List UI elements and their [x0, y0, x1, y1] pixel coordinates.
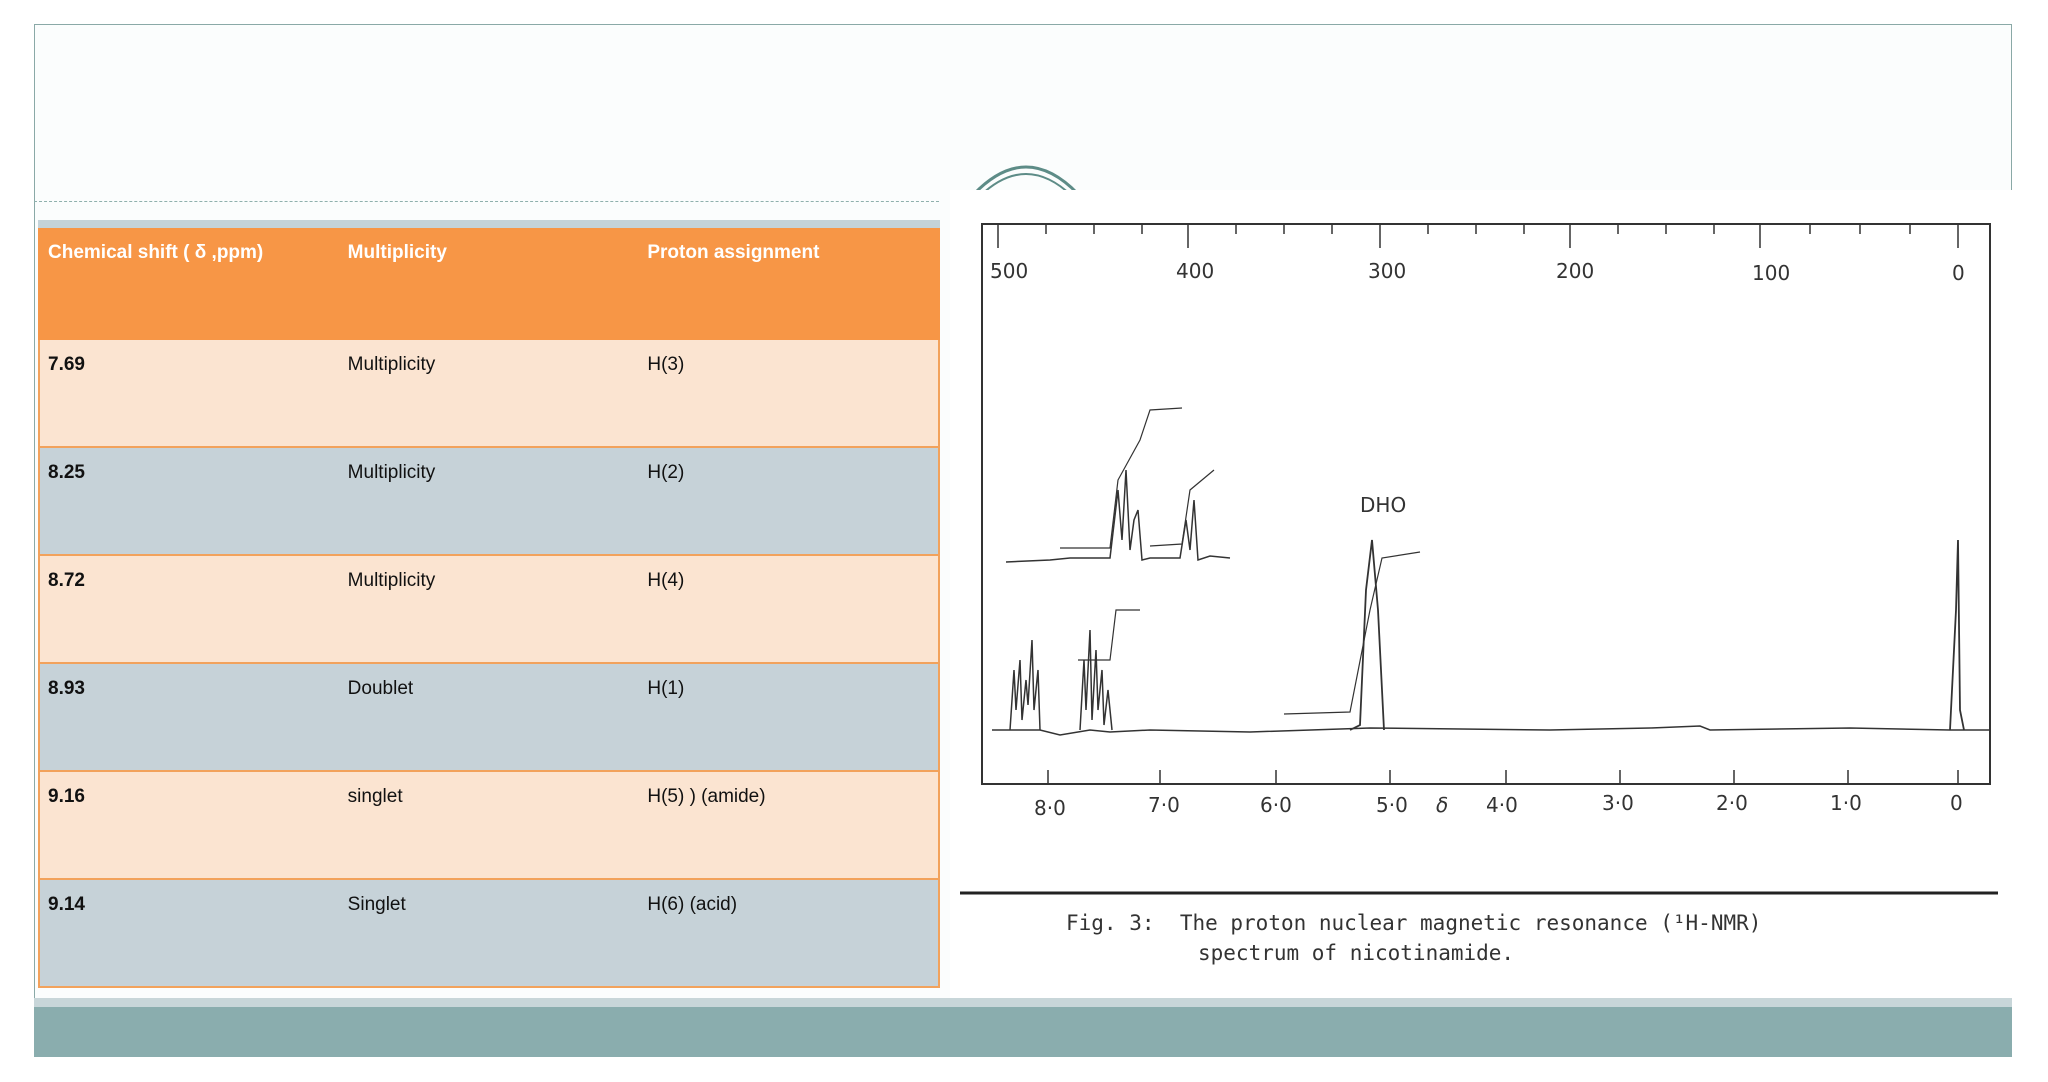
multiplicity-cell: Multiplicity [347, 462, 436, 483]
nmr-table: Chemical shift ( δ ,ppm) Multiplicity Pr… [38, 228, 940, 988]
divider-line [34, 201, 939, 202]
multiplicity-cell: Multiplicity [347, 354, 436, 375]
table-top-rule [38, 220, 940, 228]
bottom-tick-label: δ [1436, 793, 1448, 817]
assignment-cell: H(5) ) (amide) [647, 786, 766, 807]
bottom-tick-label: 0 [1950, 791, 1963, 815]
caption-line-2: spectrum of nicotinamide. [1198, 941, 1515, 965]
multiplicity-cell: singlet [347, 786, 403, 807]
header-chemical-shift: Chemical shift ( δ ,ppm) [48, 242, 264, 263]
caption-prefix: Fig. 3: [1066, 911, 1155, 935]
footer-thin-band [34, 998, 2012, 1007]
multiplicity-cell: Multiplicity [347, 570, 436, 591]
table-row: 9.16 singlet H(5) ) (amide) [38, 772, 940, 880]
table-row: 8.25 Multiplicity H(2) [38, 448, 940, 556]
top-tick-label: 500 [990, 259, 1028, 283]
caption-line-1: The proton nuclear magnetic resonance (¹… [1179, 911, 1762, 935]
nmr-spectrum-figure: 500 400 300 200 100 0 8·0 7·0 6·0 5·0 δ … [950, 190, 2012, 998]
table-row: 9.14 Singlet H(6) (acid) [38, 880, 940, 988]
table-row: 8.93 Doublet H(1) [38, 664, 940, 772]
multiplicity-cell: Doublet [347, 678, 414, 699]
table-row: 8.72 Multiplicity H(4) [38, 556, 940, 664]
bottom-tick-label: 6·0 [1260, 793, 1292, 817]
decorative-arc-icon [972, 165, 1080, 197]
table-row: 7.69 Multiplicity H(3) [38, 340, 940, 448]
top-tick-label: 100 [1752, 261, 1790, 285]
bottom-tick-label: 7·0 [1148, 793, 1180, 817]
assignment-cell: H(6) (acid) [647, 894, 738, 915]
bottom-tick-label: 4·0 [1486, 793, 1518, 817]
top-tick-label: 200 [1556, 259, 1594, 283]
header-proton-assignment: Proton assignment [647, 242, 820, 263]
shift-cell: 8.93 [48, 678, 85, 699]
multiplicity-cell: Singlet [347, 894, 406, 915]
bottom-tick-label: 2·0 [1716, 791, 1748, 815]
shift-cell: 9.14 [48, 894, 85, 915]
table-header-row: Chemical shift ( δ ,ppm) Multiplicity Pr… [38, 228, 940, 340]
shift-cell: 8.72 [48, 570, 85, 591]
header-multiplicity: Multiplicity [347, 242, 447, 263]
peak-label-dho: DHO [1360, 493, 1406, 517]
assignment-cell: H(4) [647, 570, 685, 591]
bottom-tick-label: 5·0 [1376, 793, 1408, 817]
bottom-tick-label: 8·0 [1034, 796, 1066, 820]
top-tick-label: 300 [1368, 259, 1406, 283]
assignment-cell: H(2) [647, 462, 685, 483]
bottom-tick-label: 1·0 [1830, 791, 1862, 815]
assignment-cell: H(3) [647, 354, 685, 375]
footer-bar [34, 1007, 2012, 1057]
top-tick-label: 0 [1952, 261, 1965, 285]
figure-caption: Fig. 3: The proton nuclear magnetic reso… [1066, 908, 1761, 968]
shift-cell: 8.25 [48, 462, 85, 483]
assignment-cell: H(1) [647, 678, 685, 699]
spectrum-image: 500 400 300 200 100 0 8·0 7·0 6·0 5·0 δ … [960, 223, 1998, 895]
shift-cell: 7.69 [48, 354, 85, 375]
shift-cell: 9.16 [48, 786, 85, 807]
top-tick-label: 400 [1176, 259, 1214, 283]
bottom-tick-label: 3·0 [1602, 791, 1634, 815]
